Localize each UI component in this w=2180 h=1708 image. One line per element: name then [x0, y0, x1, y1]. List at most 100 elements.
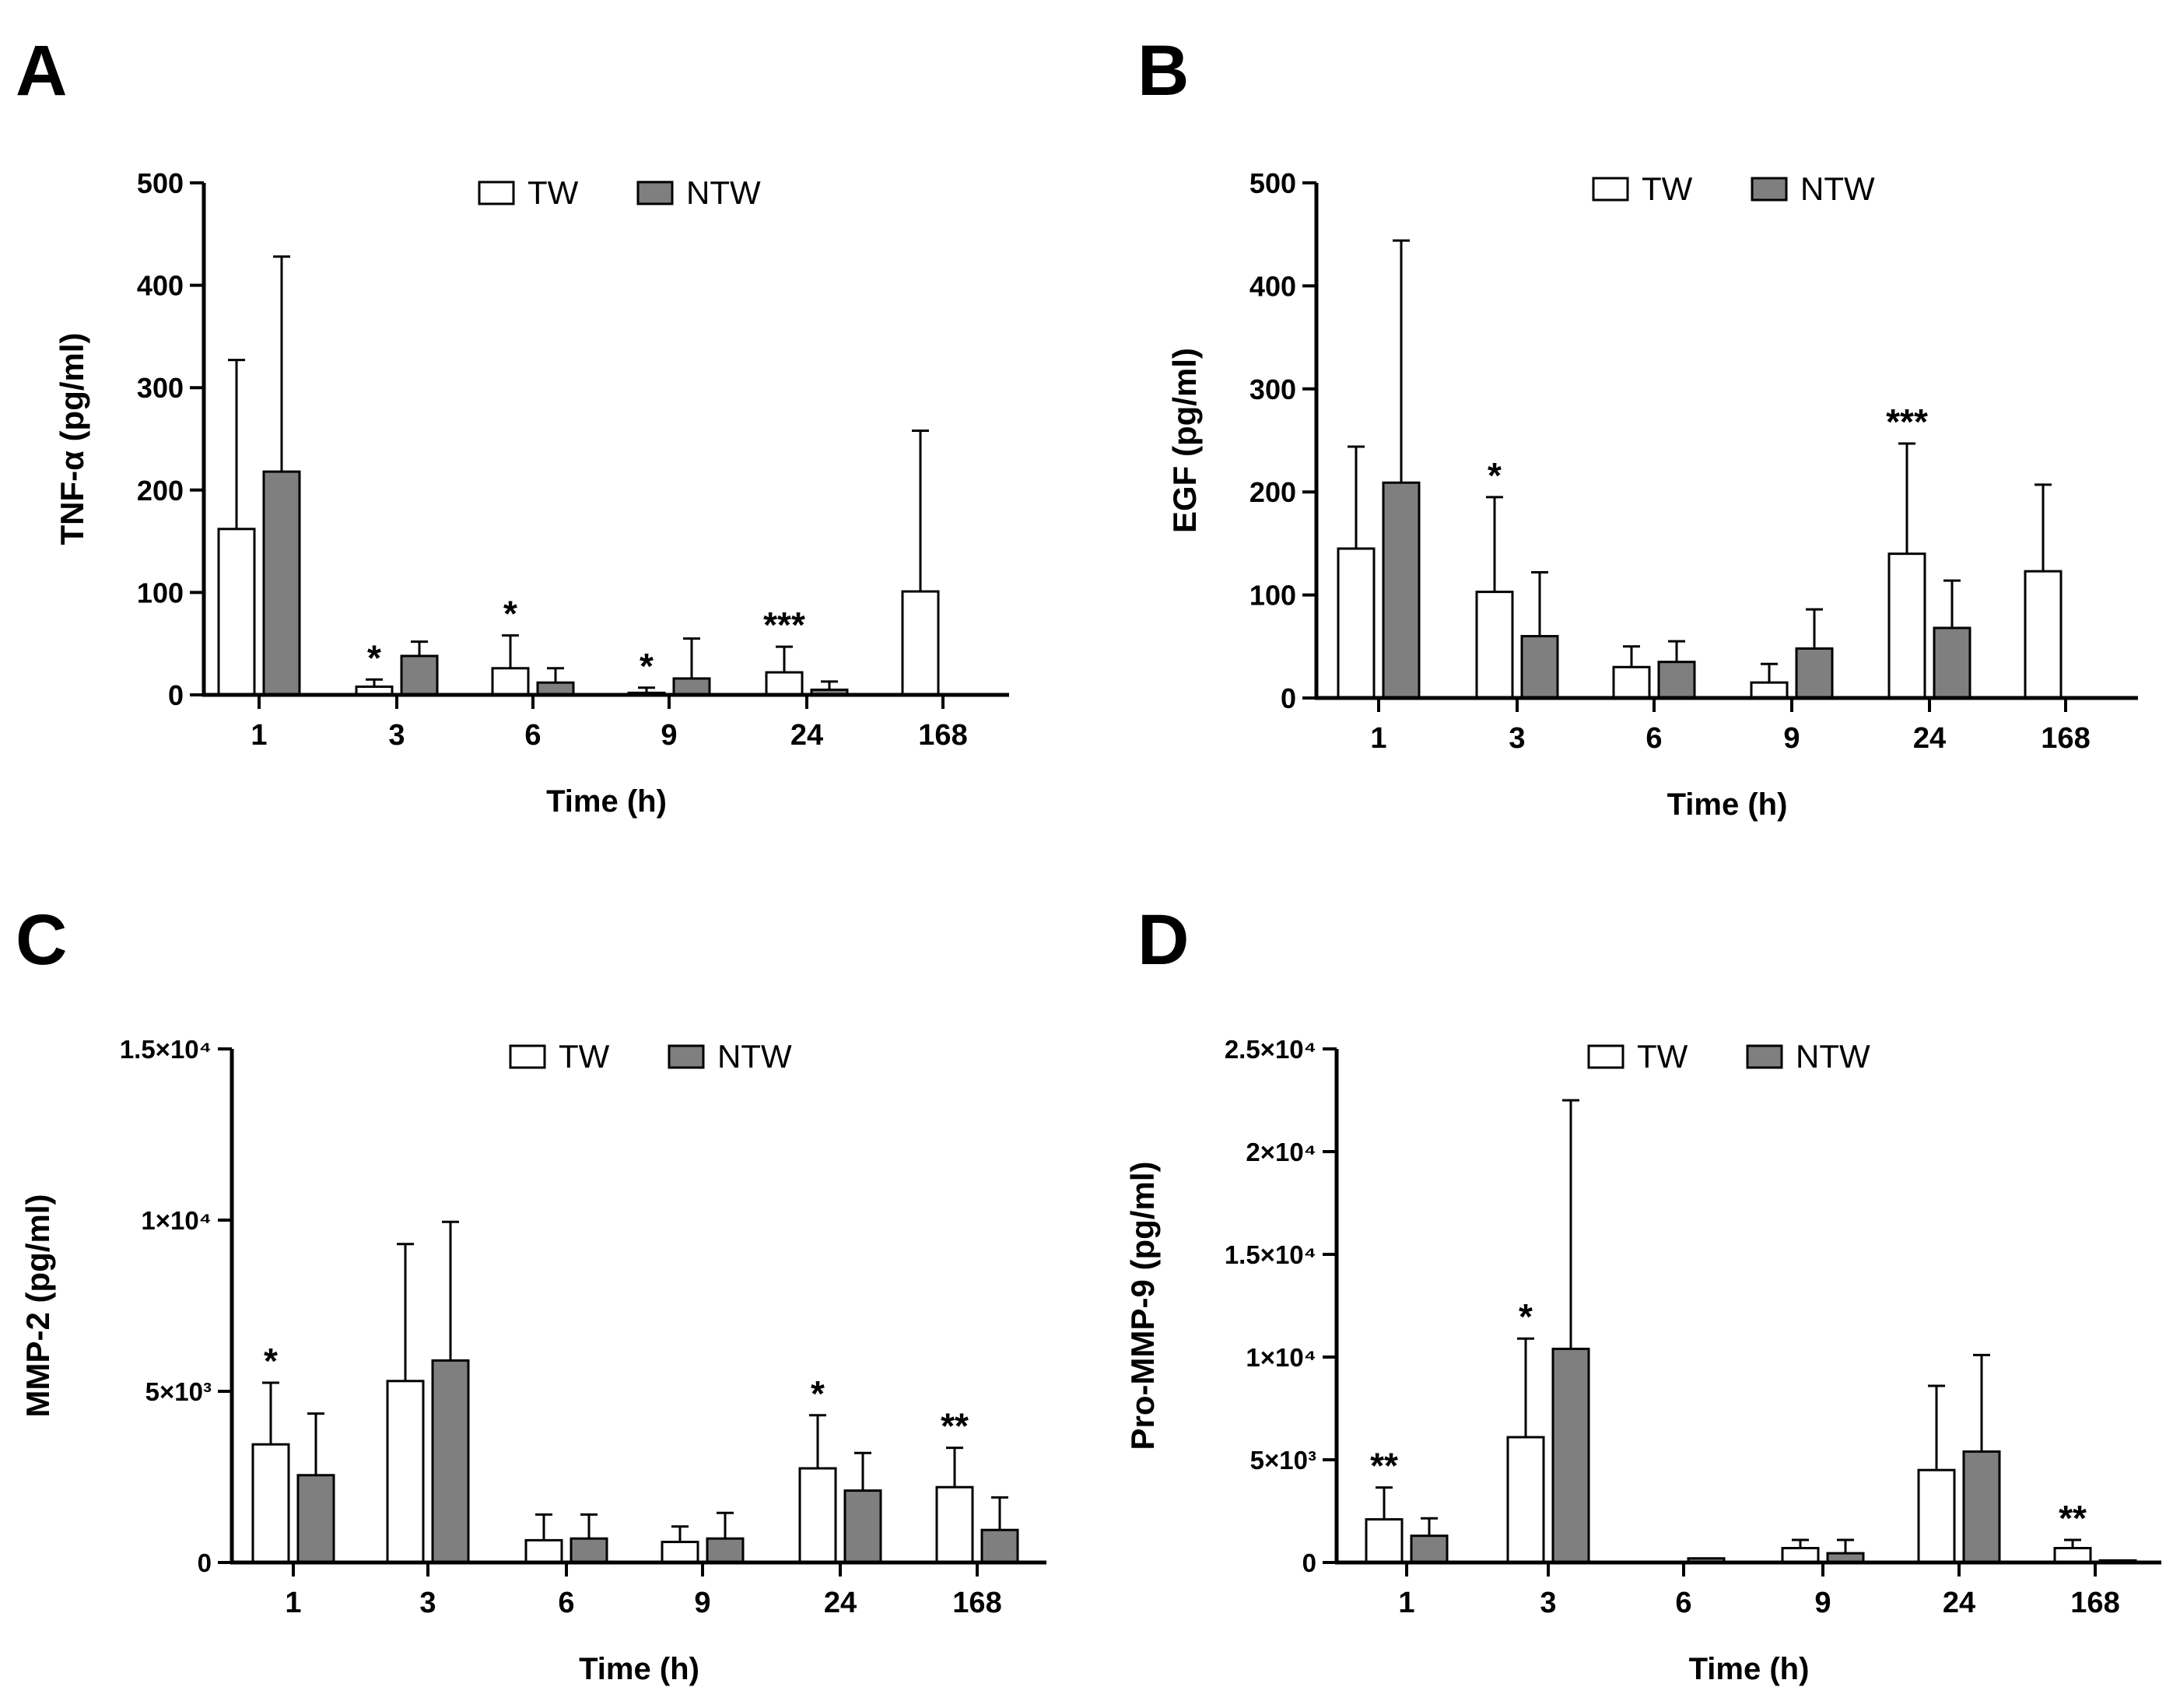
bar-ntw — [1410, 1534, 1449, 1564]
bar-ntw — [296, 1474, 335, 1564]
bar-tw — [2024, 570, 2063, 700]
significance-mark: * — [503, 594, 517, 634]
bar-tw — [1506, 1436, 1545, 1564]
x-tick-label: 6 — [1675, 1587, 1691, 1619]
legend-label-tw: TW — [527, 174, 579, 211]
bar-tw — [491, 667, 530, 696]
bar-tw — [2053, 1547, 2092, 1564]
x-tick-label: 9 — [661, 719, 677, 752]
y-tick-label: 500 — [1249, 167, 1296, 199]
bar-tw — [1337, 547, 1376, 700]
significance-mark: * — [811, 1373, 825, 1414]
bar-tw — [217, 528, 256, 696]
y-tick-label: 200 — [137, 475, 184, 507]
bar-tw — [798, 1467, 837, 1564]
x-tick-label: 6 — [524, 719, 541, 752]
bar-ntw — [1657, 661, 1696, 700]
bar-ntw — [706, 1537, 745, 1564]
y-tick-label: 400 — [137, 270, 184, 302]
bar-tw — [661, 1541, 699, 1564]
x-axis-label: Time (h) — [579, 1652, 699, 1686]
x-tick-label: 6 — [558, 1587, 574, 1619]
y-tick-label: 2×10⁴ — [1246, 1138, 1316, 1166]
significance-mark: ** — [2059, 1498, 2087, 1538]
y-tick-label: 1.5×10⁴ — [120, 1035, 212, 1064]
y-tick-label: 5×10³ — [145, 1377, 212, 1406]
x-tick-label: 168 — [2041, 722, 2090, 755]
legend-swatch-ntw — [1746, 1044, 1783, 1069]
legend-label-ntw: NTW — [1800, 170, 1875, 207]
y-tick-label: 500 — [137, 167, 184, 199]
bar-tw — [1365, 1518, 1404, 1564]
y-tick-label: 0 — [198, 1548, 212, 1577]
x-tick-label: 1 — [1398, 1587, 1414, 1619]
x-tick-label: 168 — [918, 719, 967, 752]
y-axis-label: MMP-2 (pg/ml) — [19, 1194, 56, 1418]
bar-ntw — [1520, 635, 1559, 700]
bar-tw — [935, 1485, 974, 1564]
bar-ntw — [431, 1359, 470, 1564]
x-tick-label: 24 — [824, 1587, 857, 1619]
x-tick-label: 3 — [419, 1587, 436, 1619]
x-axis-label: Time (h) — [1689, 1652, 1810, 1686]
legend-label-ntw: NTW — [717, 1038, 792, 1075]
y-axis-label: Pro-MMP-9 (pg/ml) — [1124, 1162, 1161, 1450]
bar-tw — [901, 590, 940, 696]
y-tick-label: 300 — [137, 372, 184, 404]
significance-mark: * — [264, 1341, 278, 1381]
y-tick-label: 300 — [1249, 374, 1296, 405]
bar-ntw — [980, 1528, 1019, 1564]
bar-tw — [1475, 591, 1514, 700]
y-tick-label: 100 — [1249, 580, 1296, 612]
x-tick-label: 9 — [1783, 722, 1800, 755]
legend: TW NTW — [1587, 1038, 1870, 1075]
y-tick-label: 5×10³ — [1250, 1446, 1316, 1475]
y-tick-label: 1.5×10⁴ — [1225, 1240, 1316, 1269]
bar-tw — [524, 1538, 563, 1564]
bar-ntw — [1795, 647, 1834, 700]
significance-mark: *** — [1886, 402, 1928, 442]
legend-label-ntw: NTW — [1796, 1038, 1870, 1075]
bar-tw — [1887, 552, 1926, 700]
x-tick-label: 168 — [2070, 1587, 2119, 1619]
bar-ntw — [1382, 481, 1421, 700]
y-tick-label: 0 — [1302, 1548, 1316, 1577]
bar-tw — [1917, 1468, 1956, 1564]
legend-swatch-tw — [1587, 1044, 1624, 1069]
legend-label-ntw: NTW — [686, 174, 761, 211]
y-tick-label: 200 — [1249, 476, 1296, 508]
legend-label-tw: TW — [1637, 1038, 1688, 1075]
significance-mark: ** — [1370, 1446, 1398, 1486]
panel-letter-a: A — [16, 31, 68, 110]
panel-letter-c: C — [16, 900, 68, 980]
bar-ntw — [1551, 1347, 1590, 1564]
legend-label-tw: TW — [559, 1038, 610, 1075]
bar-ntw — [1962, 1450, 2001, 1564]
x-tick-label: 24 — [790, 719, 823, 752]
bar-tw — [765, 671, 804, 696]
significance-mark: * — [1519, 1296, 1533, 1337]
x-tick-label: 3 — [388, 719, 405, 752]
bar-ntw — [400, 654, 439, 696]
x-tick-label: 24 — [1943, 1587, 1975, 1619]
significance-mark: * — [367, 637, 381, 678]
significance-mark: *** — [763, 605, 805, 645]
significance-mark: * — [640, 646, 654, 686]
y-axis-label: EGF (pg/ml) — [1166, 348, 1203, 533]
bar-tw — [1750, 681, 1789, 700]
x-tick-label: 3 — [1509, 722, 1525, 755]
bar-ntw — [262, 470, 301, 696]
y-tick-label: 2.5×10⁴ — [1225, 1035, 1316, 1064]
legend-label-tw: TW — [1642, 170, 1693, 207]
bar-ntw — [1933, 626, 1971, 700]
legend-swatch-ntw — [1751, 177, 1788, 202]
legend-swatch-tw — [509, 1044, 546, 1069]
legend-swatch-ntw — [668, 1044, 705, 1069]
legend: TW NTW — [1592, 170, 1875, 207]
x-tick-label: 1 — [1370, 722, 1386, 755]
y-tick-label: 0 — [1281, 682, 1296, 714]
